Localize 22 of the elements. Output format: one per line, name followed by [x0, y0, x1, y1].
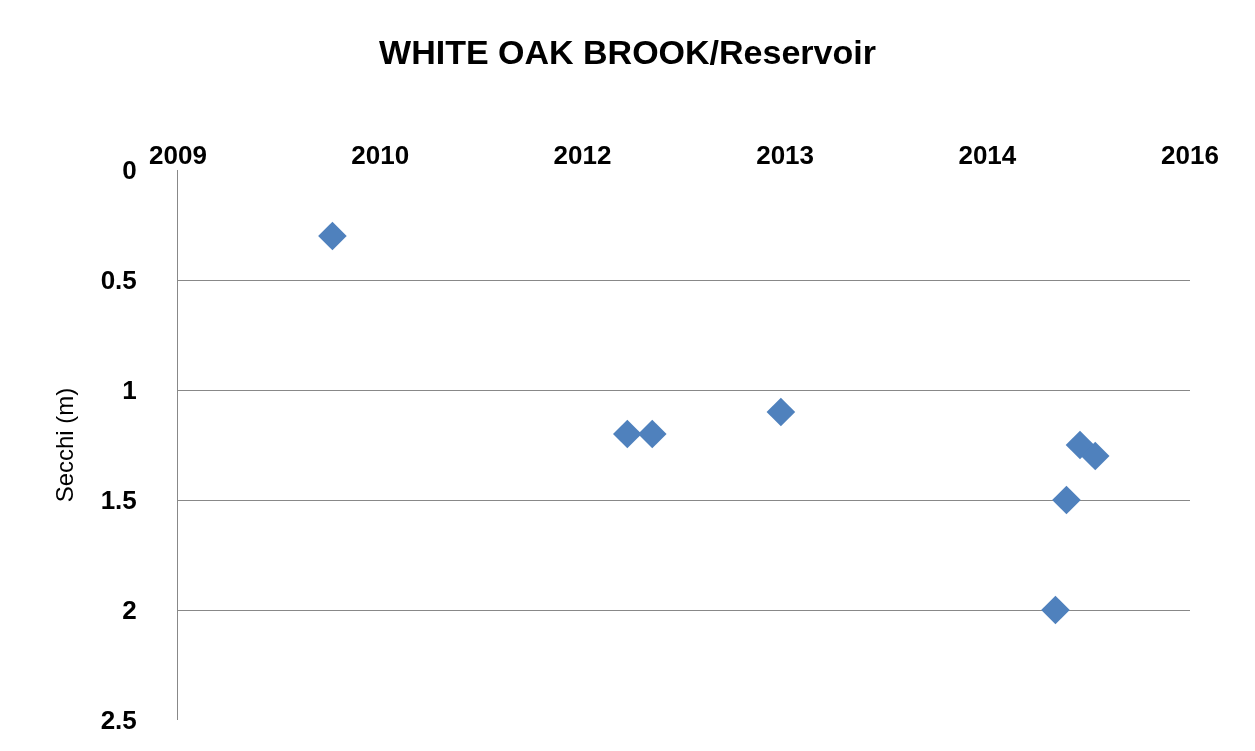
x-tick-label: 2012	[553, 139, 612, 170]
y-tick-label: 1	[122, 375, 137, 406]
x-tick-label: 2013	[756, 139, 815, 170]
y-tick-label: 2	[122, 595, 137, 626]
y-tick-label: 2.5	[100, 705, 137, 736]
chart-title: WHITE OAK BROOK/Reservoir	[379, 33, 876, 72]
point	[637, 419, 667, 449]
y-tick-label: 1.5	[100, 485, 137, 516]
point	[1065, 430, 1095, 460]
y-tick-label: 0.5	[100, 265, 137, 296]
point	[1052, 485, 1081, 515]
x-tick-label: 2016	[1161, 139, 1219, 170]
x-tick-label: 2010	[351, 139, 410, 170]
y-axis-title: Secchi (m)	[50, 387, 78, 503]
point	[318, 221, 347, 251]
point	[613, 419, 642, 449]
x-tick-label: 2014	[958, 139, 1017, 170]
point	[1041, 595, 1070, 625]
point	[766, 397, 796, 427]
y-tick-label: 0	[122, 155, 137, 186]
x-tick-label: 2009	[149, 139, 207, 170]
point	[1080, 441, 1110, 471]
